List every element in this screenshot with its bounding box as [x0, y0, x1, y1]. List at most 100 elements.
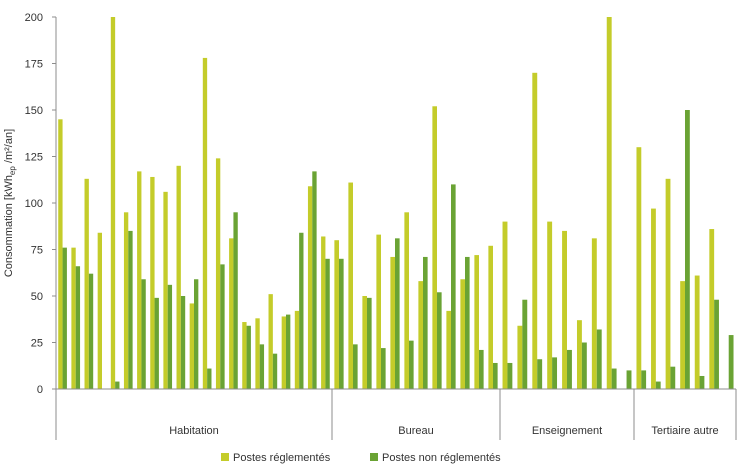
bar-postes-reglementes	[348, 182, 353, 389]
bar-postes-reglementes	[532, 72, 538, 390]
y-tick-label: 125	[25, 152, 43, 164]
bar-postes-reglementes	[176, 165, 181, 389]
bar-postes-reglementes	[150, 176, 155, 389]
bar-postes-reglementes	[242, 322, 247, 389]
bar-postes-reglementes	[307, 186, 313, 389]
bar-postes-reglementes	[418, 281, 423, 389]
bar-postes-reglementes	[71, 247, 76, 389]
bar-postes-reglementes	[680, 281, 685, 389]
bar-postes-reglementes	[97, 232, 102, 389]
legend-label-non-reglementes: Postes non réglementés	[382, 452, 501, 464]
bar-postes-reglementes	[229, 238, 234, 389]
bar-postes-non-reglementes	[381, 348, 386, 389]
group-label: Bureau	[398, 425, 433, 437]
bar-postes-non-reglementes	[272, 353, 278, 389]
bar-postes-non-reglementes	[465, 256, 470, 389]
bar-postes-non-reglementes	[62, 247, 67, 389]
bar-postes-non-reglementes	[207, 368, 212, 389]
bar-postes-non-reglementes	[367, 297, 372, 389]
bar-postes-non-reglementes	[641, 370, 647, 389]
bar-postes-reglementes	[215, 158, 221, 389]
bar-postes-non-reglementes	[552, 357, 558, 389]
bar-postes-reglementes	[268, 294, 273, 389]
y-tick-label: 75	[31, 245, 43, 257]
y-axis-title-main: Consommation [kWh	[3, 175, 15, 277]
bar-postes-reglementes	[694, 275, 700, 389]
bar-postes-reglementes	[502, 221, 508, 389]
bar-postes-reglementes	[321, 236, 326, 389]
bar-postes-non-reglementes	[409, 340, 414, 389]
y-axis-title-tail: /m²/an]	[3, 129, 15, 166]
bar-postes-non-reglementes	[220, 264, 225, 389]
group-label: Habitation	[169, 425, 219, 437]
bar-postes-reglementes	[517, 325, 523, 389]
bar-postes-reglementes	[334, 240, 339, 389]
bar-postes-non-reglementes	[626, 370, 632, 389]
bar-postes-reglementes	[123, 212, 129, 389]
y-tick-label: 150	[25, 105, 43, 117]
bars-layer	[58, 17, 734, 390]
bar-postes-non-reglementes	[423, 256, 428, 389]
y-tick-label: 50	[31, 291, 43, 303]
bar-postes-non-reglementes	[507, 362, 513, 389]
bar-postes-non-reglementes	[325, 258, 330, 389]
bar-postes-reglementes	[84, 178, 89, 389]
bar-postes-non-reglementes	[611, 368, 617, 389]
y-tick-label: 25	[31, 338, 43, 350]
bar-postes-reglementes	[189, 303, 194, 389]
bar-postes-non-reglementes	[581, 342, 587, 389]
bar-postes-non-reglementes	[154, 297, 159, 389]
bar-postes-reglementes	[376, 234, 381, 389]
bar-postes-reglementes	[474, 255, 479, 389]
bar-postes-non-reglementes	[339, 258, 344, 389]
y-tick-label: 0	[37, 384, 43, 396]
bar-postes-non-reglementes	[685, 110, 690, 389]
bar-postes-non-reglementes	[312, 171, 317, 389]
bar-postes-non-reglementes	[286, 314, 291, 389]
bar-postes-non-reglementes	[714, 299, 719, 389]
bar-postes-reglementes	[446, 310, 451, 389]
y-axis: 0 25 50 75 100 125 150 175 200	[25, 12, 57, 396]
bar-postes-reglementes	[137, 171, 142, 389]
bar-postes-non-reglementes	[728, 335, 734, 389]
bar-postes-non-reglementes	[567, 349, 572, 389]
bar-postes-reglementes	[636, 147, 642, 389]
bar-postes-reglementes	[294, 310, 300, 389]
legend-label-reglementes: Postes réglementés	[233, 452, 331, 464]
bar-postes-non-reglementes	[596, 329, 602, 389]
bar-postes-non-reglementes	[75, 266, 81, 389]
bar-postes-reglementes	[163, 191, 168, 389]
bar-postes-non-reglementes	[233, 212, 238, 389]
bar-postes-non-reglementes	[141, 279, 146, 389]
legend-swatch-reglementes	[221, 453, 229, 461]
bar-postes-non-reglementes	[115, 381, 120, 389]
bar-postes-non-reglementes	[655, 381, 661, 389]
bar-postes-non-reglementes	[180, 296, 186, 389]
legend-swatch-non-reglementes	[370, 453, 378, 461]
y-tick-label: 175	[25, 59, 43, 71]
y-axis-title: Consommation [kWhep /m²/an]	[3, 129, 17, 277]
bar-postes-reglementes	[110, 17, 116, 389]
bar-postes-non-reglementes	[493, 362, 498, 389]
bar-postes-reglementes	[547, 221, 553, 389]
bar-postes-reglementes	[202, 57, 208, 390]
bar-postes-non-reglementes	[395, 238, 400, 389]
y-tick-label: 200	[25, 12, 43, 24]
y-axis-title-subscript: ep	[8, 166, 17, 175]
bar-postes-reglementes	[460, 279, 465, 389]
bar-postes-reglementes	[255, 318, 260, 389]
bar-postes-non-reglementes	[128, 230, 133, 389]
bar-postes-reglementes	[488, 245, 493, 389]
bar-postes-non-reglementes	[167, 284, 173, 389]
bar-postes-non-reglementes	[194, 279, 199, 389]
group-label: Tertiaire autre	[651, 425, 718, 437]
bar-postes-reglementes	[58, 119, 63, 390]
bar-postes-non-reglementes	[451, 184, 456, 389]
legend: Postes réglementés Postes non réglementé…	[221, 452, 501, 464]
bar-postes-non-reglementes	[537, 359, 543, 389]
group-label: Enseignement	[532, 425, 602, 437]
bar-postes-reglementes	[709, 229, 715, 389]
bar-postes-reglementes	[576, 320, 582, 389]
